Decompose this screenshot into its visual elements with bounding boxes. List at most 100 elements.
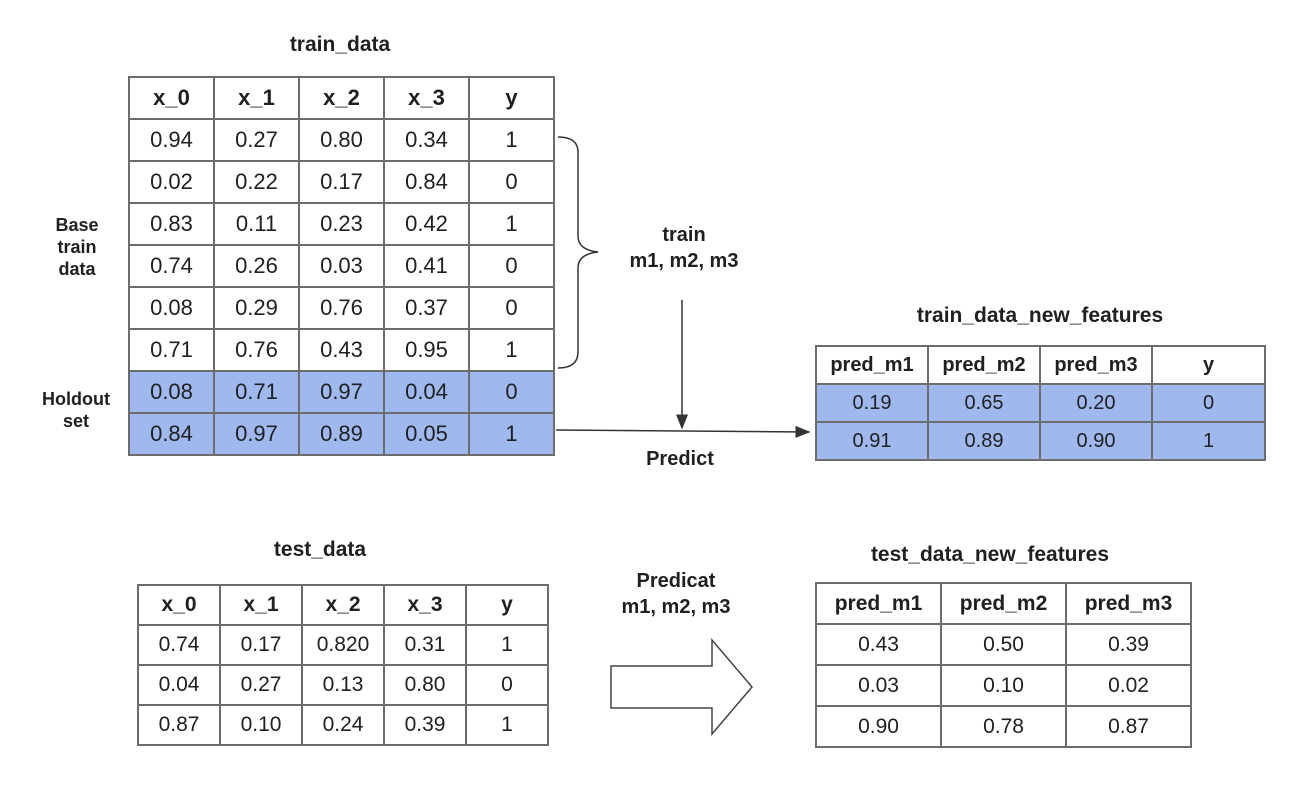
table-cell: 0.50	[940, 623, 1067, 666]
table-cell: 0.42	[383, 202, 470, 246]
table-cell: 0.03	[298, 244, 385, 288]
train-models-label: train m1, m2, m3	[629, 224, 739, 272]
table-row: 0.74 0.26 0.03 0.41 0	[128, 244, 555, 288]
table-cell: 0.74	[128, 244, 215, 288]
table-row: 0.04 0.27 0.13 0.80 0	[137, 664, 549, 706]
table-cell: 0.87	[1065, 705, 1192, 748]
table-cell: 1	[468, 328, 555, 372]
table-cell: 1	[1151, 421, 1266, 461]
table-cell: 0.08	[128, 370, 215, 414]
test-data-new-features-title: test_data_new_features	[870, 543, 1110, 566]
header-cell: x_1	[213, 76, 300, 120]
table-row: 0.19 0.65 0.20 0	[815, 383, 1266, 423]
table-cell: 0.39	[383, 704, 467, 746]
table-row: 0.90 0.78 0.87	[815, 705, 1192, 748]
table-cell: 0	[468, 370, 555, 414]
table-cell: 0.90	[1039, 421, 1153, 461]
table-cell: 0.76	[213, 328, 300, 372]
header-cell: pred_m3	[1039, 345, 1153, 385]
header-cell: pred_m1	[815, 582, 942, 625]
table-row: 0.71 0.76 0.43 0.95 1	[128, 328, 555, 372]
table-cell: 0.05	[383, 412, 470, 456]
table-header-row: x_0 x_1 x_2 x_3 y	[128, 76, 555, 120]
table-cell: 0.89	[927, 421, 1041, 461]
table-cell: 0.08	[128, 286, 215, 330]
table-cell: 0.39	[1065, 623, 1192, 666]
table-cell: 0	[1151, 383, 1266, 423]
table-cell: 0.84	[128, 412, 215, 456]
table-cell: 1	[465, 624, 549, 666]
table-cell: 0.84	[383, 160, 470, 204]
header-cell: pred_m3	[1065, 582, 1192, 625]
table-cell: 0.71	[213, 370, 300, 414]
table-cell: 0.43	[815, 623, 942, 666]
table-cell: 0.03	[815, 664, 942, 707]
table-cell: 0.11	[213, 202, 300, 246]
table-cell: 0.65	[927, 383, 1041, 423]
table-header-row: x_0 x_1 x_2 x_3 y	[137, 584, 549, 626]
table-cell: 0.89	[298, 412, 385, 456]
table-cell: 0.83	[128, 202, 215, 246]
table-cell: 0.37	[383, 286, 470, 330]
holdout-row: 0.08 0.71 0.97 0.04 0	[128, 370, 555, 414]
table-cell: 0.27	[213, 118, 300, 162]
holdout-to-new-features-arrow	[555, 425, 811, 438]
table-cell: 0.80	[383, 664, 467, 706]
table-cell: 0.13	[301, 664, 385, 706]
table-cell: 0.97	[213, 412, 300, 456]
table-cell: 0.26	[213, 244, 300, 288]
table-cell: 0.22	[213, 160, 300, 204]
header-cell: x_2	[298, 76, 385, 120]
holdout-set-label-text: Holdout set	[42, 389, 110, 431]
table-row: 0.02 0.22 0.17 0.84 0	[128, 160, 555, 204]
header-cell: x_1	[219, 584, 303, 626]
table-cell: 0.74	[137, 624, 221, 666]
header-cell: pred_m2	[927, 345, 1041, 385]
holdout-row: 0.84 0.97 0.89 0.05 1	[128, 412, 555, 456]
table-row: 0.91 0.89 0.90 1	[815, 421, 1266, 461]
test-data-title: test_data	[273, 538, 367, 561]
table-row: 0.83 0.11 0.23 0.42 1	[128, 202, 555, 246]
table-cell: 0.91	[815, 421, 929, 461]
table-row: 0.94 0.27 0.80 0.34 1	[128, 118, 555, 162]
table-cell: 0.02	[128, 160, 215, 204]
table-cell: 0.80	[298, 118, 385, 162]
header-cell: pred_m2	[940, 582, 1067, 625]
table-cell: 0.95	[383, 328, 470, 372]
table-row: 0.08 0.29 0.76 0.37 0	[128, 286, 555, 330]
header-cell: y	[1151, 345, 1266, 385]
header-cell: y	[468, 76, 555, 120]
table-cell: 0.97	[298, 370, 385, 414]
table-cell: 0.29	[213, 286, 300, 330]
table-header-row: pred_m1 pred_m2 pred_m3	[815, 582, 1192, 625]
table-row: 0.74 0.17 0.820 0.31 1	[137, 624, 549, 666]
table-row: 0.03 0.10 0.02	[815, 664, 1192, 707]
train-data-new-features-title: train_data_new_features	[916, 304, 1164, 327]
table-cell: 0	[468, 244, 555, 288]
table-cell: 1	[468, 412, 555, 456]
table-cell: 0.10	[940, 664, 1067, 707]
table-cell: 0.02	[1065, 664, 1192, 707]
base-data-brace	[557, 136, 599, 369]
table-cell: 0	[468, 160, 555, 204]
header-cell: x_0	[137, 584, 221, 626]
table-cell: 1	[468, 202, 555, 246]
base-train-data-label-text: Base train data	[55, 215, 99, 279]
table-cell: 0.90	[815, 705, 942, 748]
table-cell: 0.71	[128, 328, 215, 372]
table-cell: 1	[468, 118, 555, 162]
test-data-table: x_0 x_1 x_2 x_3 y 0.74 0.17 0.820 0.31 1 0.04 0.27…	[137, 584, 549, 746]
table-cell: 0.41	[383, 244, 470, 288]
holdout-set-label: Holdout set	[28, 388, 124, 432]
table-cell: 0.31	[383, 624, 467, 666]
table-cell: 0.20	[1039, 383, 1153, 423]
table-cell: 0.87	[137, 704, 221, 746]
header-cell: x_3	[383, 584, 467, 626]
table-cell: 0.17	[219, 624, 303, 666]
table-cell: 0.10	[219, 704, 303, 746]
table-cell: 0	[468, 286, 555, 330]
train-data-title: train_data	[289, 33, 391, 56]
header-cell: pred_m1	[815, 345, 929, 385]
table-cell: 0.43	[298, 328, 385, 372]
header-cell: x_3	[383, 76, 470, 120]
